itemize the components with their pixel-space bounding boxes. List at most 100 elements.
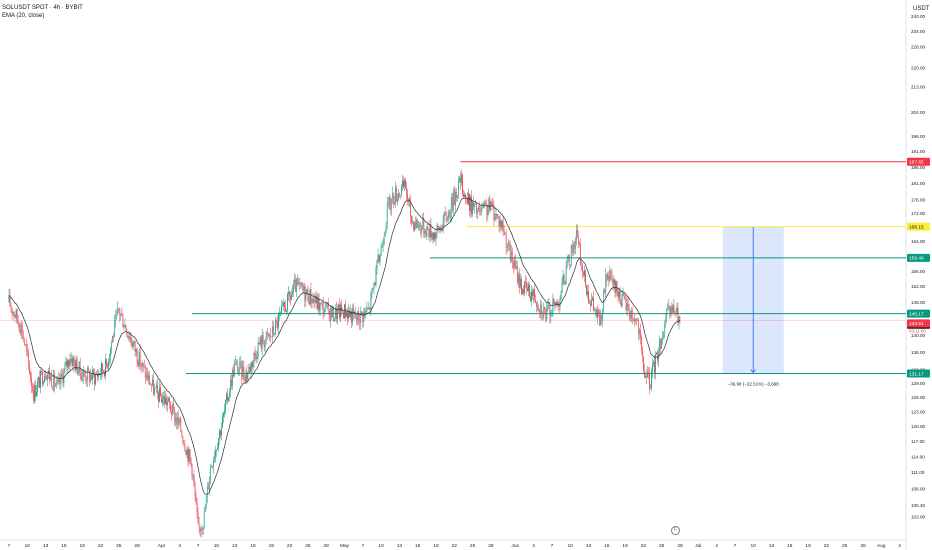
candle-body (558, 306, 560, 307)
candle-body (116, 313, 118, 316)
candle-body (624, 297, 626, 301)
candle-body (408, 198, 409, 200)
candle-body (240, 361, 242, 363)
candle-body (111, 342, 113, 348)
candle-body (366, 308, 368, 313)
candle-body (38, 377, 39, 383)
candle-body (178, 417, 180, 424)
candle-body (270, 336, 272, 338)
candle-body (487, 209, 489, 216)
candle-body (562, 275, 564, 282)
candle-body (393, 202, 395, 205)
candle-body (414, 222, 416, 230)
candle-body (595, 309, 596, 311)
candle-body (327, 302, 329, 311)
candle-body (14, 316, 16, 318)
candle-body (109, 357, 111, 362)
candle-body (218, 438, 219, 449)
level-badge-bg (907, 253, 930, 262)
candle-body (609, 270, 611, 282)
candle-body (28, 362, 30, 374)
price-tick-label: 148.00 (911, 300, 925, 305)
candle-body (480, 209, 482, 213)
candle-body (326, 302, 328, 305)
candle-body (258, 342, 260, 345)
candle-body (90, 375, 92, 380)
candle-body (331, 306, 333, 318)
price-tick-label: 105.40 (911, 503, 925, 508)
candle-body (499, 220, 501, 227)
price-tick-label: 140.00 (911, 333, 925, 338)
candle-body (143, 366, 145, 368)
candle-body (541, 304, 543, 315)
candle-body (525, 281, 526, 283)
candle-body (228, 397, 229, 402)
candle-body (437, 225, 439, 227)
candle-body (51, 375, 53, 388)
candle-body (320, 302, 322, 304)
candle-body (44, 376, 45, 383)
candle-body (654, 361, 655, 373)
candle-body (45, 376, 46, 377)
candle-body (589, 303, 590, 304)
level-badge: 187.65 (909, 160, 924, 166)
candle-body (253, 353, 255, 361)
candle-body (427, 226, 429, 230)
candle-body (20, 324, 22, 333)
candle-body (411, 217, 412, 223)
candle-body (483, 202, 485, 208)
candle-body (299, 282, 301, 285)
candle-body (202, 526, 204, 530)
candle-body (364, 311, 366, 312)
candle-body (313, 298, 315, 302)
candle-body (58, 377, 60, 382)
candle-body (257, 342, 259, 358)
candle-body (252, 360, 254, 368)
candle-body (418, 225, 420, 228)
candle-body (428, 229, 430, 238)
candle-body (231, 379, 233, 387)
candle-body (179, 418, 181, 424)
candle-body (485, 204, 487, 205)
price-tick-label: 120.00 (911, 424, 925, 429)
candle-body (648, 372, 649, 374)
time-tick-label: Jul (695, 543, 701, 549)
candle-body (79, 361, 81, 373)
candle-body (465, 194, 466, 198)
candle-body (637, 320, 639, 334)
candle-body (452, 190, 454, 210)
candle-body (29, 373, 31, 379)
candle-body (251, 362, 253, 368)
price-tick-label: 111.00 (911, 470, 925, 475)
indicator-legend[interactable]: EMA (20, close) (2, 13, 45, 19)
candle-body (652, 364, 653, 372)
candle-body (303, 285, 305, 291)
candle-body (390, 198, 392, 210)
candle-body (447, 211, 449, 222)
candle-body (361, 311, 363, 314)
candle-body (413, 221, 414, 230)
candle-body (55, 385, 57, 387)
time-tick-label: Apr (158, 543, 166, 549)
candle-body (283, 302, 284, 306)
candle-body (642, 349, 643, 357)
tradingview-logo-icon[interactable]: F (671, 526, 680, 535)
time-tick-label: 25 (116, 543, 122, 549)
candle-body (209, 466, 211, 480)
candle-body (603, 290, 605, 309)
candle-body (548, 304, 550, 306)
time-tick-label: 13 (586, 543, 592, 549)
candle-body (605, 274, 607, 293)
candle-body (78, 361, 80, 371)
time-tick-label: 19 (269, 543, 275, 549)
candle-body (365, 311, 367, 313)
candle-body (476, 202, 478, 214)
candle-body (421, 227, 423, 233)
candle-body (377, 254, 379, 261)
candle-body (245, 372, 247, 381)
price-tick-label: 191.00 (911, 149, 925, 154)
candle-body (430, 224, 432, 238)
candle-body (177, 417, 179, 425)
candle-body (41, 370, 42, 373)
